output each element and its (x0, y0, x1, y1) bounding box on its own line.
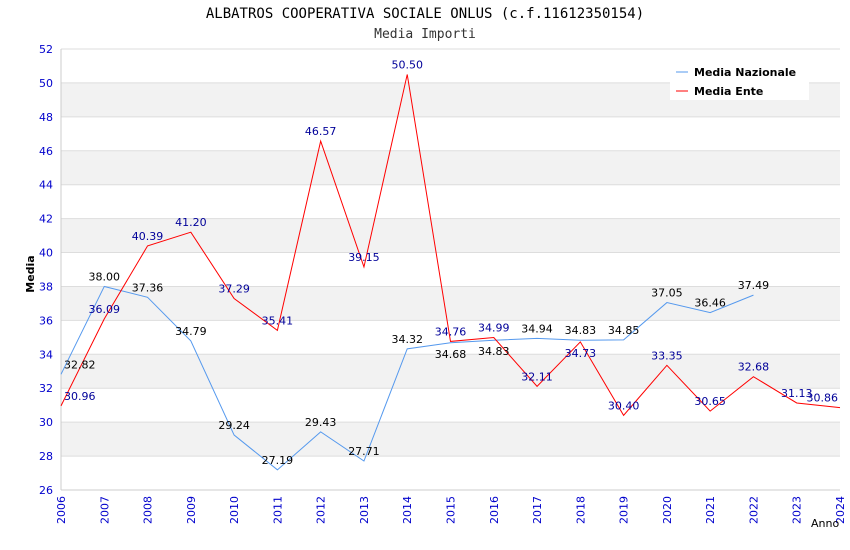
data-label: 30.86 (807, 392, 839, 405)
y-tick-label: 40 (39, 247, 53, 260)
legend-label: Media Nazionale (694, 66, 796, 79)
x-tick-label: 2014 (401, 496, 414, 524)
x-tick-label: 2016 (488, 496, 501, 524)
grid-band (61, 218, 840, 253)
data-label: 32.68 (738, 361, 770, 374)
data-label: 34.85 (608, 324, 640, 337)
data-label: 27.19 (262, 454, 294, 467)
y-tick-label: 38 (39, 280, 53, 293)
x-tick-label: 2017 (531, 496, 544, 524)
data-label: 36.09 (89, 303, 121, 316)
data-label: 34.83 (565, 324, 597, 337)
data-label: 34.76 (435, 325, 467, 338)
data-label: 32.82 (64, 358, 96, 371)
legend (670, 58, 809, 100)
data-label: 30.40 (608, 399, 640, 412)
data-label: 32.11 (521, 370, 553, 383)
y-tick-label: 48 (39, 111, 53, 124)
chart-title: ALBATROS COOPERATIVA SOCIALE ONLUS (c.f.… (205, 6, 645, 22)
data-label: 34.79 (175, 325, 207, 338)
x-tick-label: 2007 (98, 496, 111, 524)
data-label: 30.96 (64, 390, 96, 403)
data-label: 27.71 (348, 445, 380, 458)
y-tick-label: 42 (39, 213, 53, 226)
y-tick-label: 52 (39, 43, 53, 56)
x-tick-label: 2008 (142, 496, 155, 524)
data-label: 37.36 (132, 281, 164, 294)
x-tick-label: 2009 (185, 496, 198, 524)
data-label: 46.57 (305, 125, 337, 138)
data-label: 50.50 (391, 58, 423, 71)
x-tick-label: 2024 (834, 496, 847, 524)
data-label: 29.24 (218, 419, 250, 432)
series-line (60, 285, 754, 471)
x-tick-label: 2019 (618, 496, 631, 524)
y-tick-label: 34 (39, 348, 53, 361)
x-tick-label: 2020 (661, 496, 674, 524)
x-tick-label: 2012 (315, 496, 328, 524)
data-label: 40.39 (132, 230, 164, 243)
x-tick-label: 2013 (358, 496, 371, 524)
x-tick-label: 2010 (228, 496, 241, 524)
series-line (60, 74, 841, 417)
data-label: 39.15 (348, 251, 380, 264)
x-tick-label: 2006 (55, 496, 68, 524)
grid-band (61, 286, 840, 321)
data-label: 35.41 (262, 314, 294, 327)
data-label: 31.13 (781, 387, 813, 400)
data-label: 36.46 (694, 297, 726, 310)
x-tick-label: 2011 (271, 496, 284, 524)
data-label: 37.05 (651, 287, 683, 300)
grid-band (61, 150, 840, 185)
y-tick-label: 46 (39, 145, 53, 158)
y-tick-label: 26 (39, 484, 53, 497)
data-label: 34.32 (391, 333, 423, 346)
x-axis-label: Anno (811, 517, 839, 530)
y-tick-label: 36 (39, 314, 53, 327)
y-tick-label: 32 (39, 382, 53, 395)
data-label: 33.35 (651, 349, 683, 362)
legend-label: Media Ente (694, 85, 763, 98)
data-label: 37.29 (218, 283, 250, 296)
grid-band (61, 354, 840, 389)
data-label: 34.68 (435, 348, 467, 361)
x-tick-label: 2023 (791, 496, 804, 524)
grid-band (61, 422, 840, 457)
x-tick-label: 2021 (704, 496, 717, 524)
x-tick-label: 2018 (574, 496, 587, 524)
data-label: 34.99 (478, 322, 510, 335)
x-tick-label: 2015 (445, 496, 458, 524)
data-label: 34.94 (521, 322, 553, 335)
data-label: 34.83 (478, 345, 510, 358)
data-label: 37.49 (738, 279, 770, 292)
data-label: 38.00 (89, 270, 121, 283)
chart-subtitle: Media Importi (374, 27, 476, 42)
data-label: 34.73 (565, 347, 597, 360)
y-axis-label: Media (24, 255, 37, 292)
y-tick-label: 50 (39, 77, 53, 90)
data-label: 41.20 (175, 216, 207, 229)
x-tick-label: 2022 (747, 496, 760, 524)
y-tick-label: 44 (39, 179, 53, 192)
data-label: 30.65 (694, 395, 726, 408)
y-tick-label: 30 (39, 416, 53, 429)
y-tick-label: 28 (39, 450, 53, 463)
data-label: 29.43 (305, 416, 337, 429)
